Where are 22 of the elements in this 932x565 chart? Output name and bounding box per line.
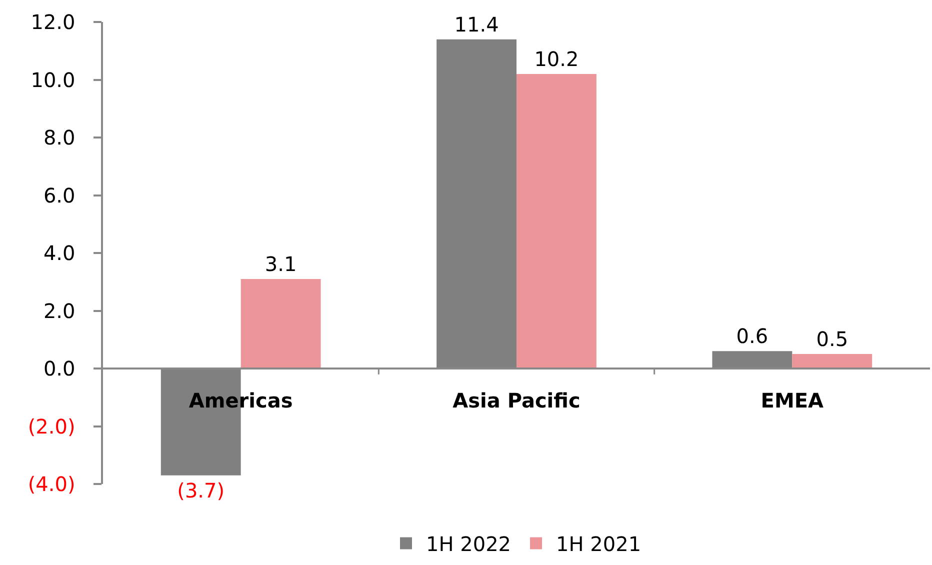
y-tick-label: 12.0 — [30, 10, 76, 34]
y-tick-label: 2.0 — [43, 298, 76, 323]
y-tick-label: 6.0 — [43, 183, 76, 208]
data-label: 3.1 — [264, 252, 297, 276]
y-tick-label: 4.0 — [43, 241, 76, 265]
data-label: 0.5 — [816, 327, 848, 352]
data-label: 0.6 — [736, 324, 768, 348]
legend-label: 1H 2021 — [556, 532, 642, 556]
x-tick-label: EMEA — [760, 388, 824, 412]
bar — [792, 354, 872, 368]
bar — [516, 74, 596, 368]
x-tick-label: Asia Pacific — [452, 388, 580, 412]
data-label: 10.2 — [534, 46, 579, 71]
data-label: (3.7) — [177, 478, 225, 502]
y-tick-label: 0.0 — [43, 356, 76, 380]
data-label: 11.4 — [454, 12, 499, 36]
legend-label: 1H 2022 — [426, 532, 512, 556]
y-tick-label: 8.0 — [43, 126, 76, 150]
bar — [240, 278, 321, 368]
y-tick-label: 10.0 — [30, 68, 76, 92]
y-tick-label: (4.0) — [28, 472, 76, 496]
y-tick-label: (2.0) — [28, 414, 76, 438]
